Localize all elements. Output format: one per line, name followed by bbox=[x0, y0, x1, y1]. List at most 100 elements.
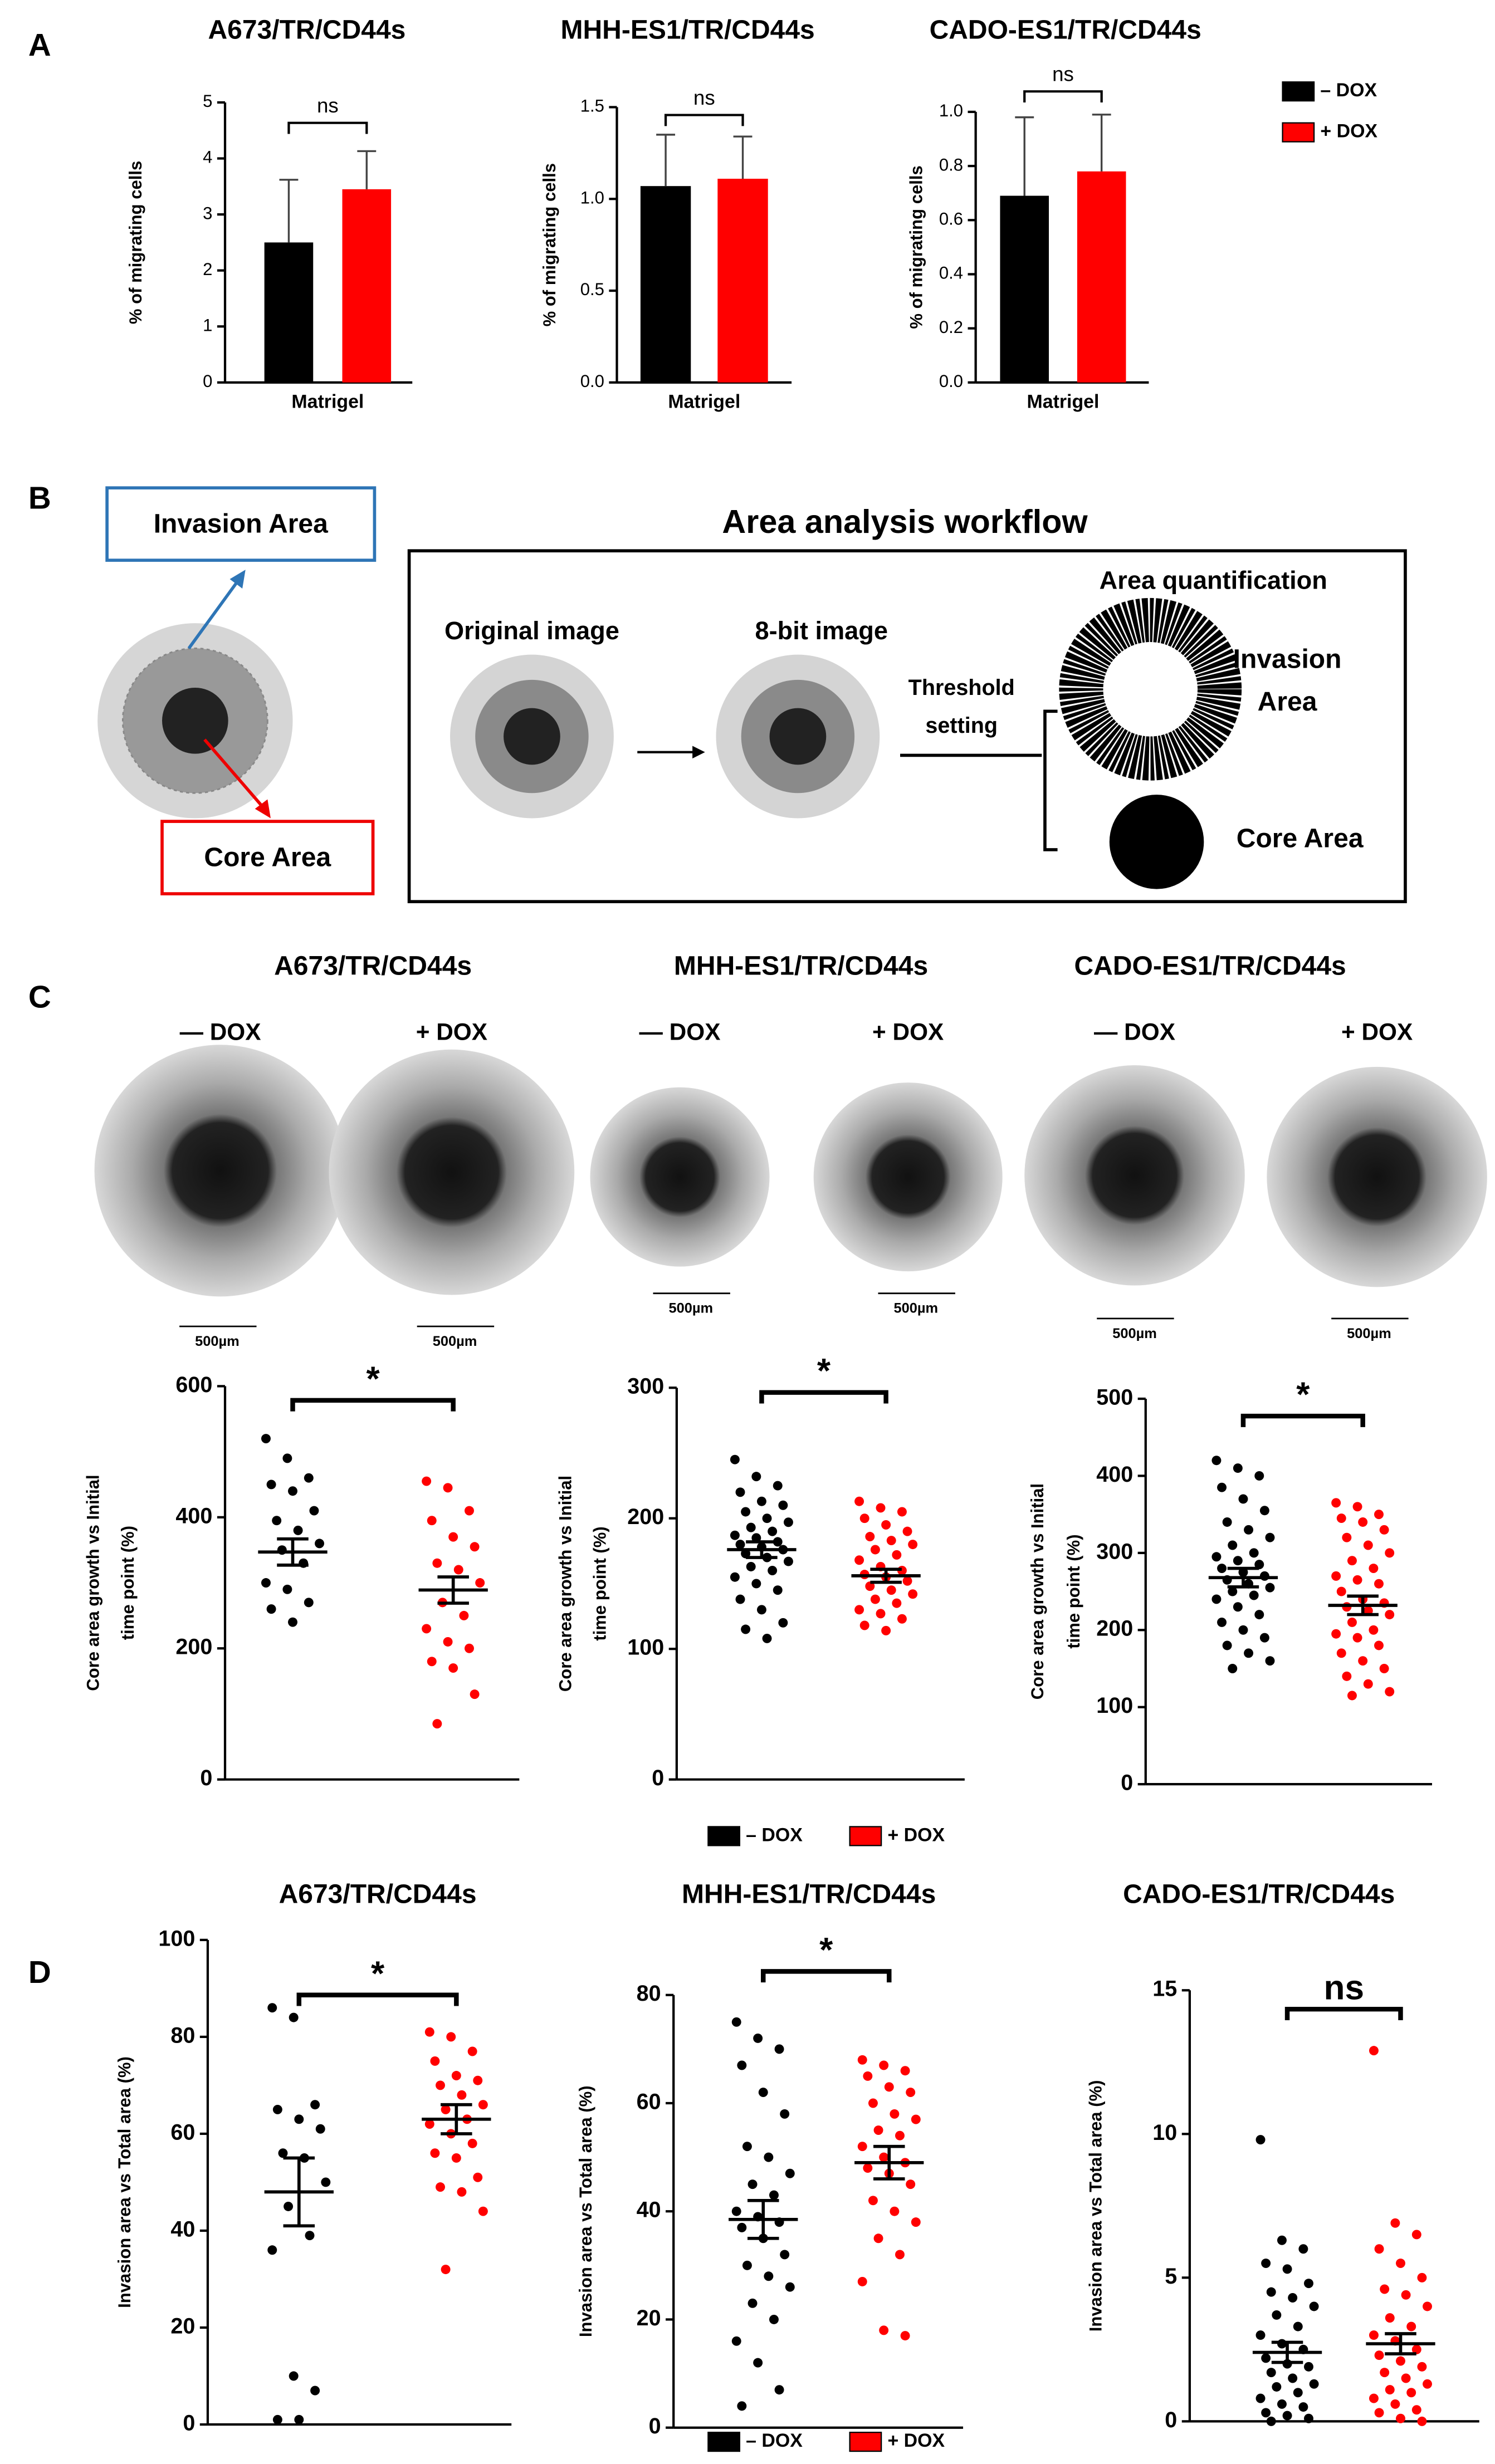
sem-bar bbox=[1227, 1566, 1259, 1589]
dot bbox=[1249, 1590, 1259, 1600]
dot bbox=[868, 2196, 878, 2206]
dot bbox=[1352, 1575, 1362, 1585]
dot bbox=[1411, 2230, 1421, 2240]
sem-bar bbox=[870, 1567, 902, 1584]
y-tick-label: 5 bbox=[1165, 2264, 1177, 2289]
y-tick-label: 1.0 bbox=[580, 188, 604, 207]
sem-bar bbox=[873, 2144, 905, 2181]
dot bbox=[422, 1624, 432, 1634]
bar bbox=[1000, 195, 1049, 383]
dot bbox=[432, 1719, 442, 1729]
dot bbox=[304, 1598, 314, 1608]
dot bbox=[1380, 2368, 1390, 2378]
dot bbox=[764, 2271, 774, 2281]
legend-swatch bbox=[1282, 122, 1315, 143]
bar bbox=[1077, 171, 1126, 383]
dot bbox=[467, 2138, 477, 2148]
y-tick-label: 200 bbox=[1096, 1616, 1133, 1641]
dot bbox=[737, 2222, 747, 2232]
y-tick-label: 400 bbox=[175, 1503, 212, 1528]
legend-swatch bbox=[849, 1826, 882, 1846]
y-tick-label: 0 bbox=[652, 1766, 664, 1790]
dot bbox=[769, 2314, 779, 2324]
dot bbox=[1385, 1687, 1395, 1697]
error-bar bbox=[733, 135, 753, 179]
sem-bar bbox=[283, 2156, 315, 2228]
dot bbox=[284, 2201, 294, 2211]
dot bbox=[427, 1516, 437, 1526]
dot bbox=[1390, 2399, 1400, 2409]
y-axis-label: time point (%) bbox=[118, 1526, 138, 1640]
significance-bracket bbox=[296, 1992, 459, 2006]
dot bbox=[1259, 1633, 1269, 1643]
sem-bar bbox=[441, 2103, 472, 2135]
dot bbox=[881, 1520, 891, 1530]
dot bbox=[443, 1483, 453, 1493]
step-label: Original image bbox=[444, 616, 619, 645]
legend-label: – DOX bbox=[746, 1824, 803, 1845]
y-tick-label: 0.0 bbox=[939, 371, 963, 391]
dot bbox=[261, 1434, 271, 1444]
y-tick-label: 3 bbox=[203, 203, 212, 223]
y-tick-label: 40 bbox=[637, 2198, 661, 2222]
dot bbox=[1374, 1640, 1384, 1650]
dot bbox=[1266, 2368, 1276, 2378]
invasion-mask bbox=[1059, 597, 1242, 781]
dot bbox=[895, 2130, 905, 2140]
chart-title: A673/TR/CD44s bbox=[279, 1879, 477, 1909]
dot bbox=[1309, 2301, 1319, 2311]
sem-bar bbox=[1347, 1594, 1379, 1616]
condition-label: + DOX bbox=[416, 1019, 487, 1045]
dot bbox=[870, 1545, 880, 1555]
dot bbox=[1411, 2344, 1421, 2354]
dot bbox=[459, 1610, 469, 1620]
dot bbox=[315, 2124, 325, 2134]
dot bbox=[758, 2088, 768, 2098]
significance-bracket bbox=[664, 114, 744, 126]
spheroid-photo bbox=[1024, 1065, 1245, 1286]
error-bar bbox=[1092, 114, 1111, 172]
dot bbox=[310, 2385, 320, 2396]
dot bbox=[1288, 2293, 1298, 2303]
dot bbox=[865, 1532, 875, 1542]
dot bbox=[266, 1480, 276, 1490]
dot bbox=[267, 2003, 277, 2013]
y-tick-label: 10 bbox=[1152, 2120, 1177, 2145]
scale-bar-label: 500µm bbox=[893, 1301, 938, 1316]
dot bbox=[422, 1476, 432, 1486]
chart-title: MHH-ES1/TR/CD44s bbox=[561, 16, 815, 45]
dot bbox=[282, 1584, 292, 1594]
condition-label: + DOX bbox=[872, 1019, 944, 1045]
dot bbox=[1352, 1633, 1362, 1643]
dot bbox=[470, 1542, 480, 1552]
dot bbox=[305, 2231, 315, 2241]
dot bbox=[774, 2044, 784, 2054]
dot bbox=[1417, 2272, 1427, 2282]
dot bbox=[1396, 2413, 1405, 2423]
dot bbox=[424, 2119, 434, 2129]
dot bbox=[735, 1487, 745, 1497]
y-tick-label: 0.0 bbox=[580, 371, 604, 391]
dot bbox=[857, 2277, 867, 2286]
sem-bar bbox=[437, 1575, 469, 1605]
dot bbox=[746, 1522, 756, 1532]
dot bbox=[272, 2414, 282, 2424]
dot bbox=[1374, 1579, 1384, 1589]
dot bbox=[1369, 2046, 1379, 2056]
y-tick-label: 80 bbox=[637, 1981, 661, 2006]
y-tick-label: 300 bbox=[1096, 1539, 1133, 1564]
area-label: Invasion bbox=[1233, 645, 1342, 674]
y-tick-label: 5 bbox=[203, 91, 212, 111]
dot bbox=[911, 2114, 921, 2124]
dot bbox=[1401, 2290, 1411, 2300]
y-axis-label: Core area growth vs Initial bbox=[555, 1476, 575, 1692]
y-tick-label: 0.5 bbox=[580, 280, 604, 299]
scale-bar-label: 500µm bbox=[668, 1301, 713, 1316]
significance-label: ns bbox=[1324, 1969, 1365, 2007]
dot bbox=[1222, 1640, 1232, 1650]
dot bbox=[783, 1556, 793, 1566]
dot bbox=[870, 1594, 880, 1604]
dot bbox=[911, 2217, 921, 2227]
workflow-title: Area analysis workflow bbox=[722, 503, 1088, 540]
significance-bracket bbox=[290, 1398, 456, 1412]
